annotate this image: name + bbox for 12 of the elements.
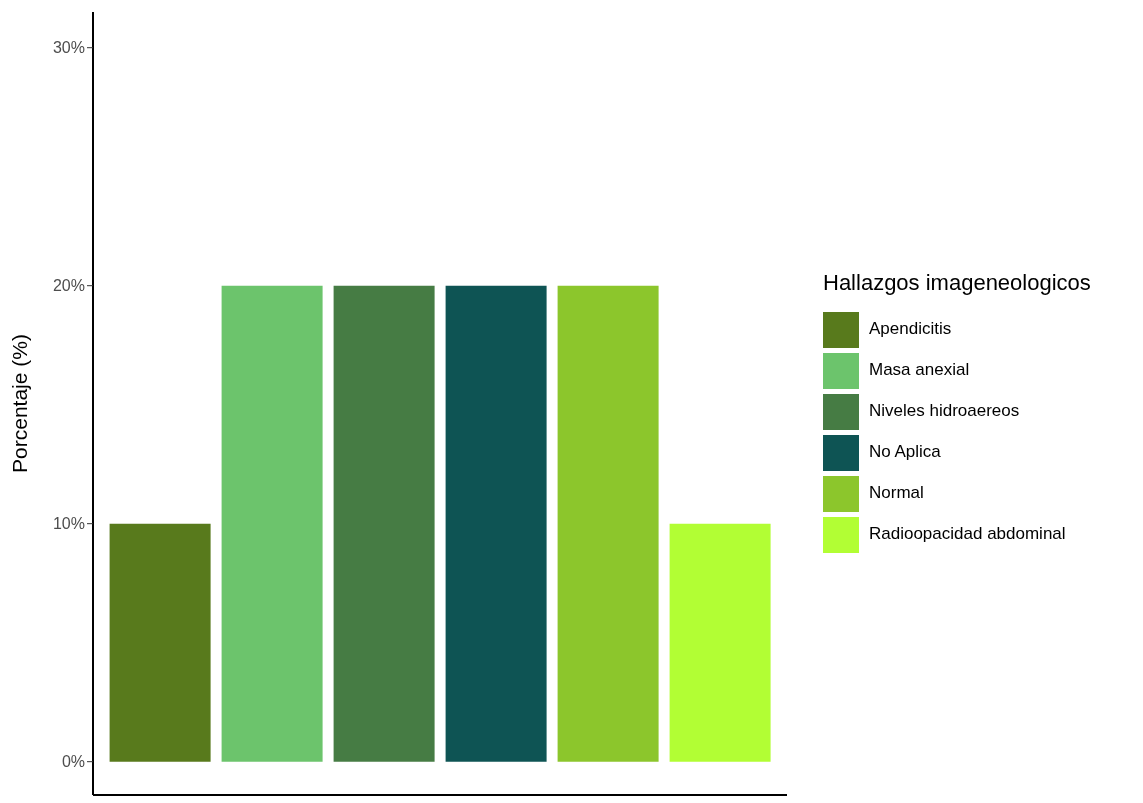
y-axis-title: Porcentaje (%) bbox=[8, 334, 32, 473]
legend-label: Masa anexial bbox=[869, 360, 970, 379]
y-tick-label: 10% bbox=[52, 515, 85, 533]
legend-label: Radioopacidad abdominal bbox=[869, 524, 1066, 543]
y-tick-label: 20% bbox=[52, 277, 85, 295]
legend-label: No Aplica bbox=[869, 442, 941, 461]
legend-label: Normal bbox=[869, 483, 924, 502]
legend-title: Hallazgos imageneologicos bbox=[823, 270, 1091, 296]
legend-label: Apendicitis bbox=[869, 319, 952, 338]
legend-label: Niveles hidroaereos bbox=[869, 401, 1020, 420]
y-tick-label: 30% bbox=[52, 39, 85, 57]
y-tick-label: 0% bbox=[61, 753, 85, 771]
